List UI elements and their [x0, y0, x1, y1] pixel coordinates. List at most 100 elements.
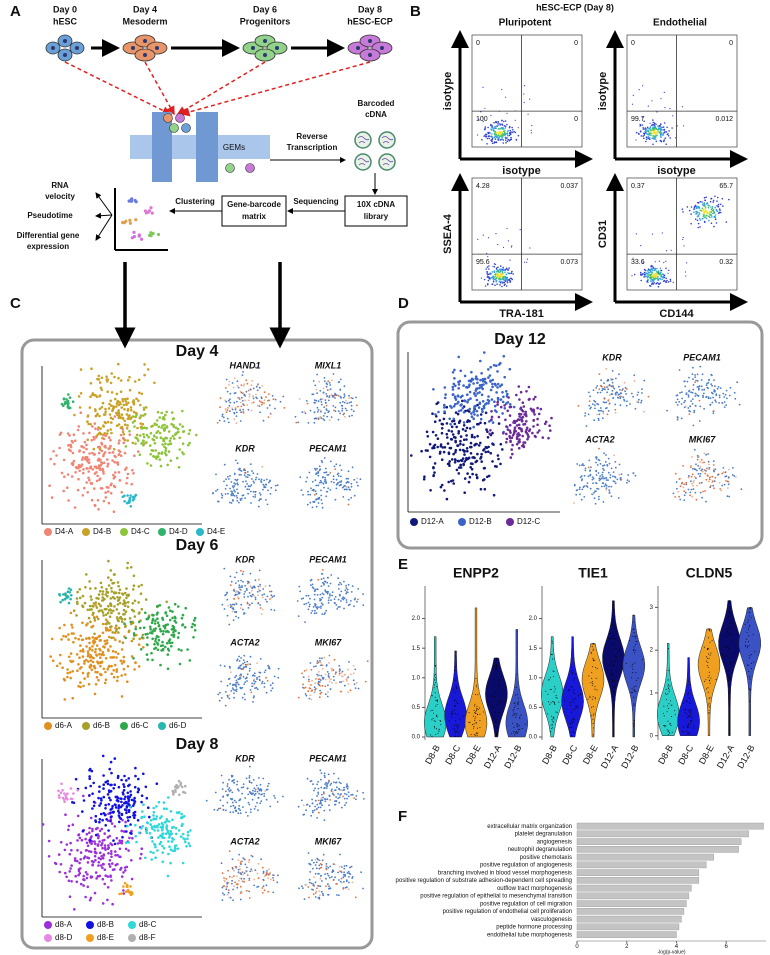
cell-dot	[487, 127, 489, 129]
cell-dot	[125, 445, 128, 448]
cell-dot	[319, 878, 321, 880]
cell-dot	[134, 767, 137, 770]
axis-label: isotype	[657, 165, 696, 177]
cell-dot	[122, 889, 125, 892]
cell-dot	[140, 584, 143, 587]
cell-dot	[82, 830, 85, 833]
cell-dot	[470, 452, 473, 455]
cell-dot	[341, 410, 343, 412]
cell-dot	[80, 666, 83, 669]
cell-dot	[450, 438, 453, 441]
cell-dot	[238, 880, 240, 882]
cell-dot	[261, 404, 263, 406]
cell-dot	[149, 444, 152, 447]
cell-dot	[229, 876, 231, 878]
cell-dot	[322, 668, 324, 670]
cell-dot	[264, 889, 266, 891]
cell-dot	[660, 140, 662, 142]
axis-label: TRA-181	[499, 308, 544, 320]
legend-swatch	[120, 722, 128, 730]
cell-dot	[98, 452, 101, 455]
cell-dot	[244, 681, 246, 683]
cell-dot	[178, 794, 181, 797]
cell-dot	[63, 475, 66, 478]
cell-dot	[107, 852, 110, 855]
cell-dot	[299, 398, 301, 400]
cell-dot	[219, 700, 221, 702]
cell-dot	[341, 878, 343, 880]
cell-dot	[236, 500, 238, 502]
cell-dot	[230, 584, 232, 586]
cell-dot	[350, 600, 352, 602]
sample-arrow	[145, 62, 174, 114]
cell-dot	[486, 136, 488, 138]
cell-dot	[172, 435, 175, 438]
cell-dot	[222, 604, 224, 606]
cell-dot	[129, 621, 132, 624]
cell-dot	[142, 646, 145, 649]
cell-dot	[112, 474, 115, 477]
cell-dot	[310, 815, 312, 817]
cell-dot	[505, 278, 507, 280]
cell-dot	[662, 232, 663, 233]
cell-dot	[504, 271, 506, 273]
cell-dot	[494, 266, 496, 268]
cell-dot	[489, 380, 492, 383]
cell-dot	[311, 690, 313, 692]
cell-dot	[123, 775, 126, 778]
cell-dot	[146, 434, 149, 437]
cell-dot	[233, 418, 235, 420]
cell-dot	[67, 596, 70, 599]
cdna-icon	[379, 154, 395, 170]
cell-dot	[234, 595, 236, 597]
cell-dot	[269, 872, 271, 874]
cell-dot	[235, 809, 237, 811]
cell-dot	[181, 824, 184, 827]
cell-dot	[159, 664, 162, 667]
cell-dot	[58, 871, 61, 874]
cell-nucleus	[63, 53, 67, 57]
cell-dot	[348, 795, 350, 797]
cell-dot	[66, 672, 69, 675]
cell-dot	[158, 624, 161, 627]
cell-dot	[261, 479, 263, 481]
cell-dot	[509, 130, 511, 132]
cell-dot	[314, 612, 316, 614]
cell-dot	[312, 868, 314, 870]
cell-dot	[84, 441, 87, 444]
cell-dot	[325, 878, 327, 880]
cell-dot	[272, 874, 274, 876]
cell-dot	[505, 97, 506, 98]
cell-dot	[70, 661, 73, 664]
cell-dot	[266, 692, 268, 694]
gene-label: ACTA2	[229, 836, 259, 846]
cell-dot	[644, 274, 646, 276]
cell-dot	[267, 596, 269, 598]
cell-dot	[172, 790, 175, 793]
cell-dot	[99, 427, 102, 430]
cell-dot	[194, 629, 197, 632]
cell-dot	[305, 693, 307, 695]
cell-dot	[239, 589, 241, 591]
cell-dot	[152, 618, 155, 621]
cell-dot	[110, 850, 113, 853]
cell-dot	[647, 270, 649, 272]
cell-dot	[344, 589, 346, 591]
label: matrix	[242, 212, 267, 221]
cell-dot	[235, 685, 237, 687]
cell-dot	[494, 137, 496, 139]
cell-dot	[252, 701, 254, 703]
cell-dot	[457, 413, 460, 416]
cell-dot	[229, 698, 231, 700]
cell-dot	[314, 682, 316, 684]
cell-dot	[121, 814, 124, 817]
cell-dot	[251, 410, 253, 412]
cell-dot	[140, 817, 143, 820]
cell-dot	[259, 590, 261, 592]
cell-dot	[330, 599, 332, 601]
cell-dot	[90, 656, 93, 659]
cell-dot	[489, 374, 492, 377]
cell-dot	[336, 479, 338, 481]
cell-dot	[227, 894, 229, 896]
cell-dot	[152, 807, 155, 810]
